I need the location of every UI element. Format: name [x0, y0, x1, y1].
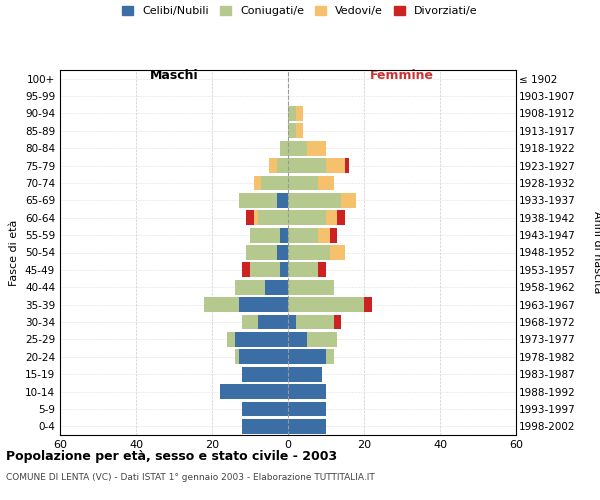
Bar	[288, 350, 326, 364]
Bar	[235, 280, 265, 294]
Bar	[288, 262, 319, 278]
Bar	[220, 384, 288, 399]
Bar	[242, 367, 288, 382]
Bar	[242, 419, 288, 434]
Bar	[235, 350, 239, 364]
Bar	[288, 193, 341, 208]
Bar	[326, 350, 334, 364]
Bar	[277, 193, 288, 208]
Bar	[254, 210, 257, 225]
Bar	[277, 158, 288, 173]
Bar	[288, 314, 296, 330]
Bar	[246, 210, 254, 225]
Bar	[330, 228, 337, 242]
Bar	[288, 419, 326, 434]
Bar	[205, 298, 239, 312]
Bar	[280, 228, 288, 242]
Text: Popolazione per età, sesso e stato civile - 2003: Popolazione per età, sesso e stato civil…	[6, 450, 337, 463]
Bar	[296, 314, 334, 330]
Bar	[288, 280, 334, 294]
Y-axis label: Fasce di età: Fasce di età	[10, 220, 19, 286]
Bar	[239, 350, 288, 364]
Bar	[319, 228, 330, 242]
Bar	[242, 402, 288, 416]
Bar	[246, 245, 277, 260]
Bar	[337, 210, 345, 225]
Bar	[242, 314, 257, 330]
Bar	[250, 262, 280, 278]
Bar	[262, 176, 288, 190]
Text: Maschi: Maschi	[149, 69, 199, 82]
Bar	[307, 141, 326, 156]
Bar	[235, 332, 288, 347]
Bar	[288, 106, 296, 121]
Bar	[288, 367, 322, 382]
Text: COMUNE DI LENTA (VC) - Dati ISTAT 1° gennaio 2003 - Elaborazione TUTTITALIA.IT: COMUNE DI LENTA (VC) - Dati ISTAT 1° gen…	[6, 472, 375, 482]
Bar	[239, 298, 288, 312]
Bar	[307, 332, 337, 347]
Bar	[334, 314, 341, 330]
Bar	[239, 193, 277, 208]
Bar	[277, 245, 288, 260]
Bar	[280, 141, 288, 156]
Bar	[341, 193, 356, 208]
Bar	[345, 158, 349, 173]
Bar	[326, 210, 337, 225]
Bar	[288, 176, 319, 190]
Bar	[257, 314, 288, 330]
Bar	[265, 280, 288, 294]
Bar	[257, 210, 288, 225]
Bar	[296, 106, 303, 121]
Bar	[250, 228, 280, 242]
Bar	[319, 262, 326, 278]
Bar	[242, 262, 250, 278]
Legend: Celibi/Nubili, Coniugati/e, Vedovi/e, Divorziati/e: Celibi/Nubili, Coniugati/e, Vedovi/e, Di…	[122, 6, 478, 16]
Y-axis label: Anni di nascita: Anni di nascita	[592, 211, 600, 294]
Bar	[288, 384, 326, 399]
Bar	[364, 298, 371, 312]
Bar	[288, 245, 330, 260]
Bar	[288, 141, 307, 156]
Bar	[288, 298, 364, 312]
Bar	[288, 228, 319, 242]
Bar	[319, 176, 334, 190]
Bar	[288, 210, 326, 225]
Bar	[288, 124, 296, 138]
Bar	[288, 158, 326, 173]
Bar	[296, 124, 303, 138]
Bar	[288, 402, 326, 416]
Text: Femmine: Femmine	[370, 69, 434, 82]
Bar	[227, 332, 235, 347]
Bar	[326, 158, 345, 173]
Bar	[254, 176, 262, 190]
Bar	[330, 245, 345, 260]
Bar	[288, 332, 307, 347]
Bar	[269, 158, 277, 173]
Bar	[280, 262, 288, 278]
